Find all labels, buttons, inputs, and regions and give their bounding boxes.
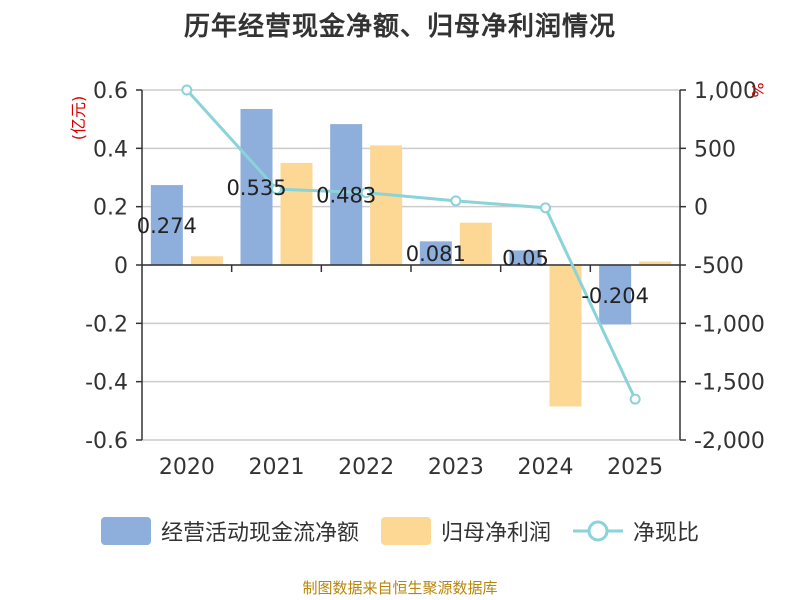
cashflow-bar [419,241,452,265]
x-tick-label: 2022 [338,455,394,480]
net-profit-bar [280,162,313,265]
legend-item-ratio[interactable]: 净现比 [573,515,699,547]
right-axis-unit: % [748,82,767,97]
legend: 经营活动现金流净额 归母净利润 净现比 [0,515,800,547]
cashflow-data-label: 0.535 [226,176,286,200]
cashflow-data-label: 0.081 [406,242,466,266]
legend-line-marker-icon [573,520,623,542]
cashflow-data-label: 0.274 [137,214,197,238]
left-tick-label: 0.6 [93,79,128,104]
right-tick-label: 500 [694,137,736,162]
ratio-point [360,187,372,199]
legend-label-net-profit: 归母净利润 [440,521,551,546]
legend-label-ratio: 净现比 [633,521,700,546]
cashflow-bar [599,265,632,325]
legend-item-cashflow[interactable]: 经营活动现金流净额 [100,515,359,547]
left-axis-unit: (亿元) [69,96,88,141]
legend-item-net-profit[interactable]: 归母净利润 [380,515,551,547]
cashflow-bar [240,108,273,265]
x-tick-label: 2025 [607,455,663,480]
data-labels: 0.274 0.535 0.483 0.081 0.05 -0.204 [137,176,649,308]
x-tick-label: 2024 [518,455,574,480]
legend-label-cashflow: 经营活动现金流净额 [160,521,359,546]
left-tick-label: 0.2 [93,196,128,221]
cashflow-data-label: -0.204 [581,284,649,308]
left-tick-label: -0.4 [85,371,128,396]
cashflow-bar [150,185,183,265]
left-tick-label: 0 [114,254,128,279]
legend-swatch-cashflow [100,517,151,545]
x-tick-label: 2023 [428,455,484,480]
left-tick-label: -0.6 [85,429,128,454]
x-tick-label: 2021 [249,455,305,480]
chart-title: 历年经营现金净额、归母净利润情况 [183,12,616,42]
right-tick-label: -500 [694,254,744,279]
net-profit-bar [549,265,582,407]
cashflow-data-label: 0.483 [316,184,376,208]
ratio-point [181,84,193,96]
bars [150,108,672,407]
right-tick-label: 0 [694,196,708,221]
cashflow-data-label: 0.05 [502,247,549,271]
cashflow-bar [330,124,363,265]
cashflow-bar [509,250,542,265]
net-profit-bar [459,222,492,265]
right-tick-label: -1,000 [694,312,765,337]
net-profit-bar [370,145,403,265]
source-note: 制图数据来自恒生聚源数据库 [302,579,498,597]
left-tick-label: 0.4 [93,137,128,162]
ratio-line [181,84,641,405]
axes: 0.6 0.4 0.2 0 -0.2 -0.4 -0.6 1,000 500 0 -500 -1,00… [69,79,767,480]
ratio-line-path [185,88,637,400]
right-tick-label: -2,000 [694,429,765,454]
right-tick-label: 1,000 [694,79,757,104]
ratio-point [540,202,551,214]
ratio-point [450,195,462,207]
ratio-point [629,393,641,405]
x-tick-label: 2020 [159,455,215,480]
left-tick-label: -0.2 [85,312,128,337]
legend-swatch-net-profit [380,517,431,545]
net-profit-bar [190,256,223,265]
ratio-point [271,183,282,195]
right-tick-label: -1,500 [694,371,765,396]
net-profit-bar [639,261,672,265]
